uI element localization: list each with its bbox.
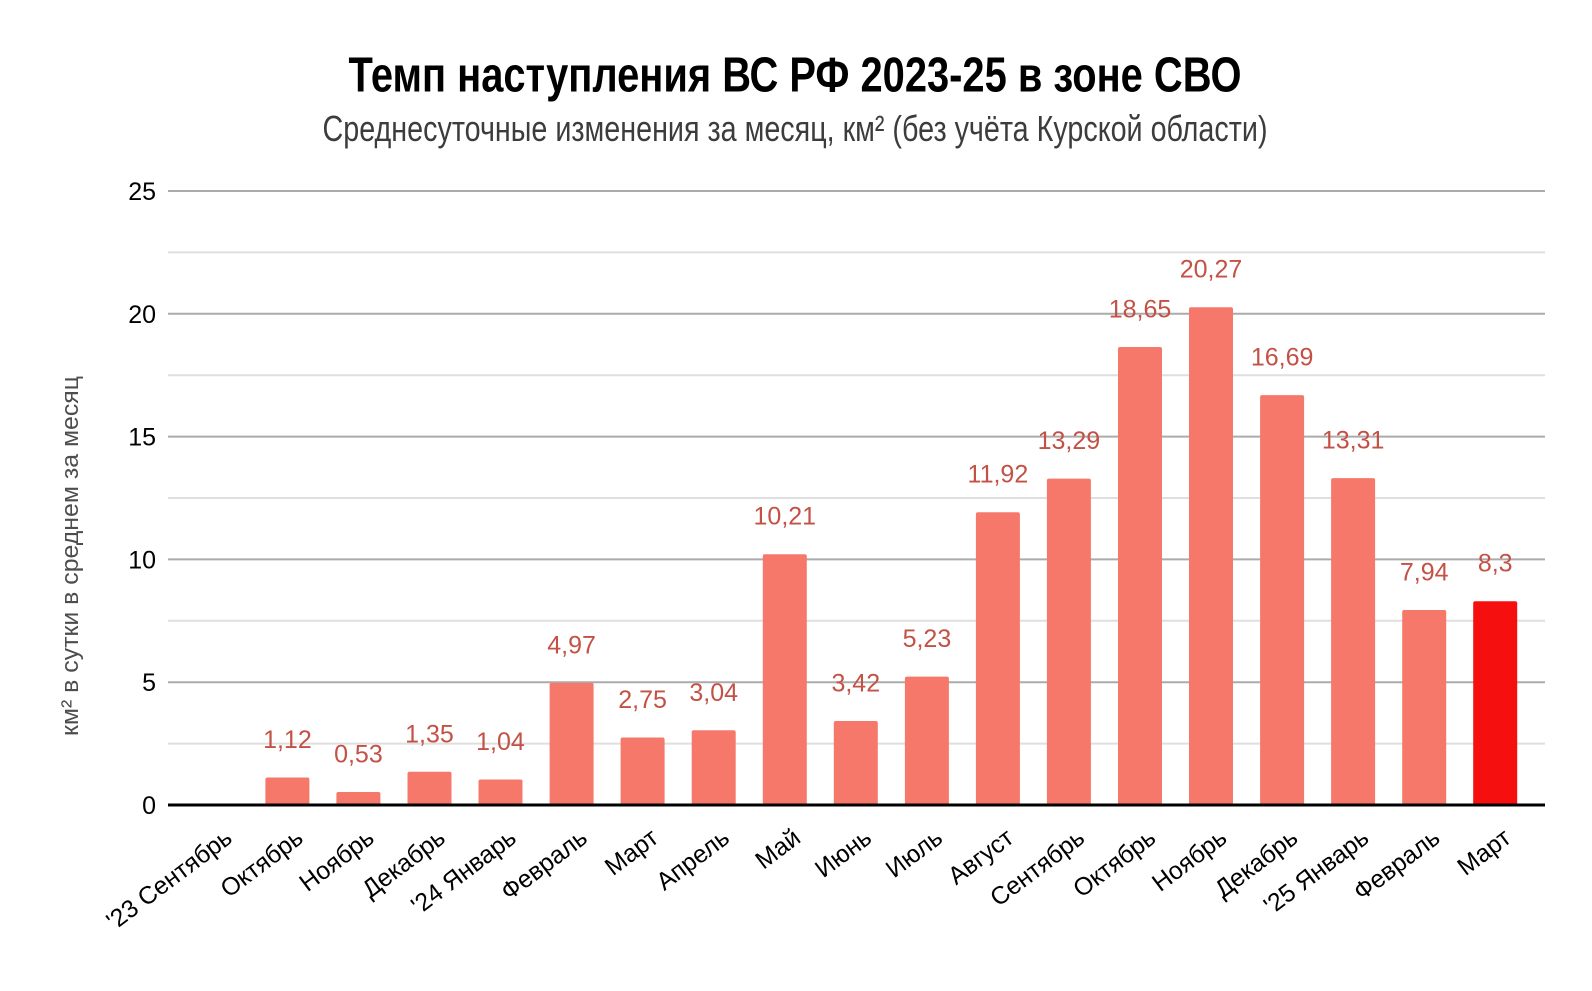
svg-text:13,31: 13,31 bbox=[1322, 427, 1385, 455]
svg-text:11,92: 11,92 bbox=[968, 461, 1029, 489]
svg-text:0: 0 bbox=[142, 792, 156, 820]
svg-text:10: 10 bbox=[128, 546, 156, 574]
svg-text:20,27: 20,27 bbox=[1180, 256, 1243, 284]
svg-text:20: 20 bbox=[128, 301, 156, 329]
svg-text:1,35: 1,35 bbox=[405, 720, 454, 748]
svg-text:5: 5 bbox=[142, 669, 156, 697]
svg-text:7,94: 7,94 bbox=[1400, 559, 1449, 587]
svg-text:25: 25 bbox=[128, 178, 156, 206]
svg-text:5,23: 5,23 bbox=[903, 625, 952, 653]
svg-text:10,21: 10,21 bbox=[754, 503, 817, 531]
svg-text:15: 15 bbox=[128, 424, 156, 452]
svg-text:Темп наступления ВС РФ 2023-25: Темп наступления ВС РФ 2023-25 в зоне СВ… bbox=[349, 49, 1242, 103]
svg-text:3,42: 3,42 bbox=[831, 670, 880, 698]
svg-text:Среднесуточные изменения за ме: Среднесуточные изменения за месяц, км² (… bbox=[323, 108, 1268, 149]
svg-text:13,29: 13,29 bbox=[1038, 427, 1101, 455]
svg-text:км² в сутки в среднем за месяц: км² в сутки в среднем за месяц bbox=[57, 376, 84, 736]
svg-text:8,3: 8,3 bbox=[1478, 550, 1513, 578]
svg-text:2,75: 2,75 bbox=[618, 686, 667, 714]
svg-text:0,53: 0,53 bbox=[334, 741, 383, 769]
svg-text:18,65: 18,65 bbox=[1109, 296, 1172, 324]
svg-text:3,04: 3,04 bbox=[689, 679, 738, 707]
svg-text:4,97: 4,97 bbox=[547, 631, 596, 659]
svg-text:16,69: 16,69 bbox=[1251, 344, 1314, 372]
svg-text:1,04: 1,04 bbox=[476, 728, 525, 756]
svg-text:1,12: 1,12 bbox=[263, 726, 312, 754]
